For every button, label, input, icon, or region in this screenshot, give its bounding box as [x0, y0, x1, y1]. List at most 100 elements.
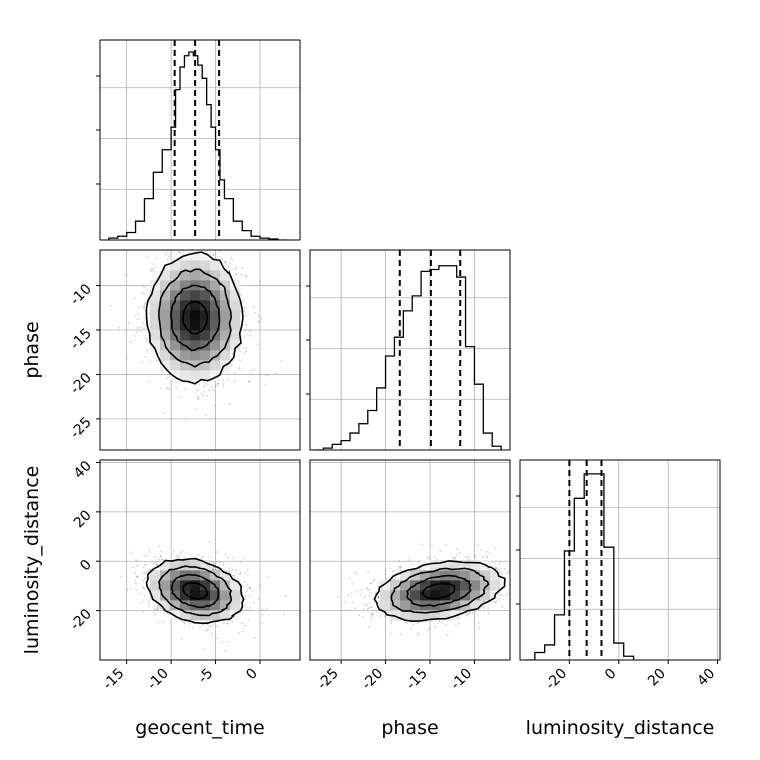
density-cell: [380, 580, 391, 591]
density-cell: [170, 360, 181, 371]
sample-point: [235, 273, 238, 276]
density-cell: [150, 570, 161, 581]
sample-point: [242, 630, 244, 633]
sample-point: [244, 595, 247, 598]
density-cell: [160, 280, 171, 291]
sample-point: [224, 262, 227, 265]
sample-point: [188, 623, 191, 625]
sample-point: [155, 608, 158, 611]
histogram-panel-luminosity-distance: [520, 460, 720, 660]
sample-point: [483, 600, 486, 602]
sample-point: [124, 274, 127, 276]
density-cell: [200, 350, 211, 361]
sample-point: [248, 587, 251, 590]
sample-point: [246, 584, 249, 586]
density-cell: [210, 590, 221, 601]
density-cell: [180, 310, 191, 321]
sample-point: [158, 605, 161, 608]
sample-point: [222, 385, 225, 387]
density-cell: [150, 290, 161, 301]
sample-point: [257, 320, 260, 323]
sample-point: [160, 550, 163, 553]
density-cell: [440, 590, 451, 601]
sample-point: [192, 626, 195, 629]
density-cell: [220, 350, 231, 361]
sample-point: [242, 557, 245, 560]
sample-point: [242, 586, 245, 589]
density-cell: [190, 600, 201, 611]
density-cell: [450, 570, 461, 581]
density-cell: [460, 580, 471, 591]
density-cell: [210, 270, 221, 281]
sample-point: [210, 386, 213, 388]
sample-point: [481, 555, 484, 558]
density-cell: [160, 350, 171, 361]
sample-point: [240, 562, 243, 564]
sample-point: [246, 590, 249, 592]
sample-point: [377, 600, 380, 603]
density-cell: [210, 310, 221, 321]
sample-point: [210, 561, 213, 563]
sample-point: [135, 589, 138, 591]
sample-point: [227, 266, 230, 269]
sample-point: [245, 323, 248, 326]
density-cell: [210, 300, 221, 311]
sample-point: [141, 579, 144, 582]
sample-point: [231, 568, 234, 571]
density-cell: [170, 600, 181, 611]
density-cell: [230, 600, 241, 611]
sample-point: [130, 551, 133, 554]
sample-point: [408, 559, 411, 562]
sample-point: [200, 393, 203, 395]
sample-point: [247, 568, 249, 570]
sample-point: [156, 621, 159, 623]
sample-point: [505, 572, 508, 574]
contour-level: [373, 560, 506, 623]
sample-point: [144, 355, 147, 358]
sample-point: [142, 585, 145, 588]
sample-point: [253, 601, 256, 604]
density-cell: [210, 360, 221, 371]
sample-point: [428, 556, 431, 559]
density-cell: [220, 300, 231, 311]
sample-point: [371, 615, 374, 617]
sample-point: [239, 368, 242, 371]
sample-point: [243, 336, 246, 339]
density-cell: [210, 280, 221, 291]
sample-point: [495, 567, 497, 570]
density-cell: [230, 330, 241, 341]
density-cell: [200, 290, 211, 301]
density-cell: [170, 310, 181, 321]
sample-point: [153, 610, 156, 613]
sample-point: [165, 377, 168, 380]
density-cell: [230, 300, 241, 311]
density-cell: [230, 290, 241, 301]
sample-point: [134, 572, 137, 574]
sample-point: [267, 576, 269, 578]
sample-point: [500, 572, 503, 575]
density-cell: [460, 570, 471, 581]
density-cell: [160, 310, 171, 321]
sample-point: [280, 360, 283, 363]
sample-point: [426, 621, 429, 623]
sample-point: [206, 395, 208, 397]
density-cell: [160, 560, 171, 571]
sample-point: [399, 633, 402, 635]
sample-point: [215, 384, 218, 387]
sample-point: [173, 550, 175, 553]
density-cell: [410, 590, 421, 601]
sample-point: [146, 553, 149, 556]
density-cell: [210, 350, 221, 361]
sample-point: [397, 568, 399, 570]
sample-point: [243, 310, 245, 313]
sample-point: [348, 577, 351, 580]
sample-point: [182, 621, 185, 624]
panel-frame: [99, 459, 301, 661]
density-cell: [160, 570, 171, 581]
sample-point: [145, 571, 148, 574]
sample-point: [471, 612, 474, 615]
sample-point: [254, 311, 256, 314]
sample-point: [196, 248, 198, 250]
density-cell: [170, 580, 181, 591]
sample-point: [205, 383, 208, 386]
